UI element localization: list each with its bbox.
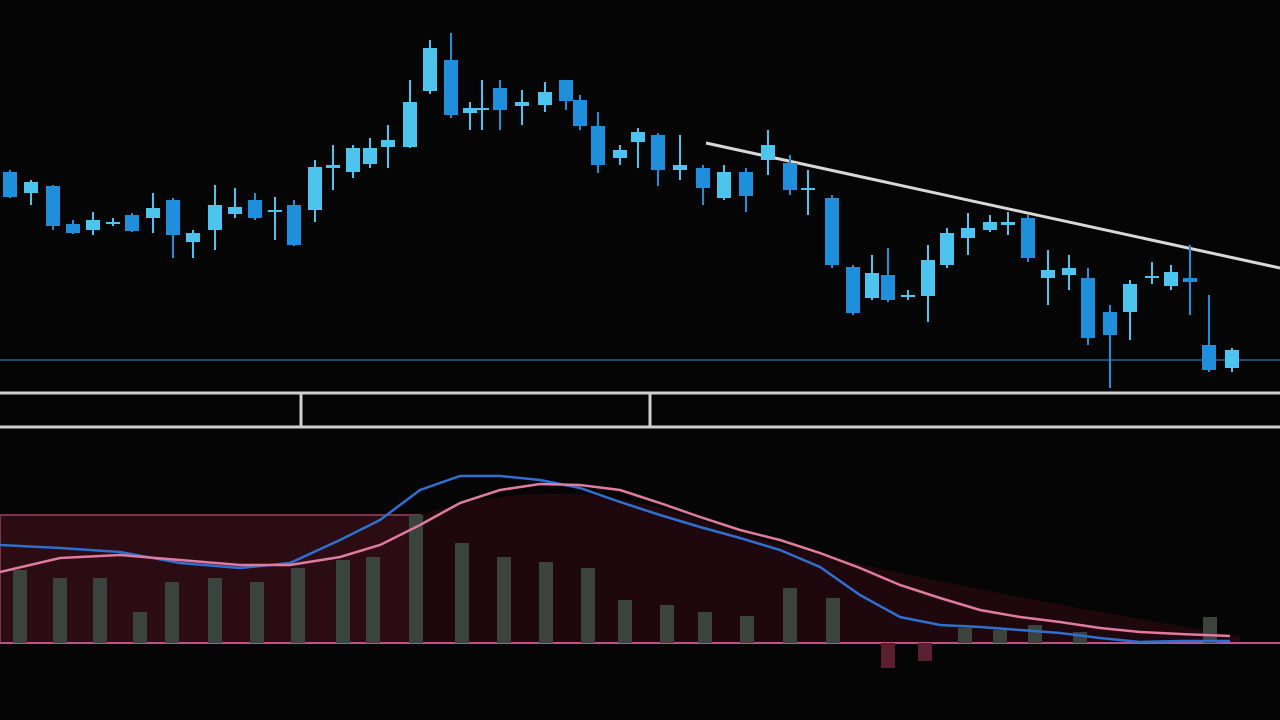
candle-body [186,233,200,242]
candle-body [538,92,552,105]
histogram-bar [93,578,107,643]
candle-body [1164,272,1178,286]
histogram-bar [698,612,712,643]
candle-body [1123,284,1137,312]
histogram-bar [539,562,553,643]
candle-body [783,163,797,190]
candle-body [46,186,60,226]
candle-body [86,220,100,230]
candle-body [287,205,301,245]
candle-body [961,228,975,238]
candle-body [475,108,489,110]
indicator-line [0,482,1231,638]
histogram-bar [409,515,423,643]
histogram-bar [1028,625,1042,643]
histogram-bar [958,628,972,643]
histogram-bar [455,543,469,643]
histogram-bar [826,598,840,643]
candle-body [24,182,38,193]
candle-body [463,108,477,113]
candle-body [515,102,529,106]
candle-body [308,167,322,210]
histogram-bar [993,630,1007,643]
histogram-bar [581,568,595,643]
candle-body [444,60,458,115]
histogram-bar [740,616,754,643]
candle-body [1001,222,1015,225]
candle-body [1225,350,1239,368]
histogram-bar [1073,632,1087,643]
histogram-bar [208,578,222,643]
candle-body [940,233,954,265]
histogram-bar [881,643,895,668]
candle-body [106,222,120,224]
histogram-bar [13,570,27,643]
candle-body [801,188,815,190]
candle-body [651,135,665,170]
candle-body [846,267,860,313]
candle-body [1041,270,1055,278]
histogram-bar [250,582,264,643]
histogram-bar [918,643,932,661]
candle-body [761,145,775,160]
candle-body [146,208,160,218]
candle-body [739,172,753,196]
candle-body [825,198,839,265]
histogram-bar [133,612,147,643]
candle-body [268,210,282,212]
candle-body [573,100,587,126]
candle-body [1021,218,1035,258]
candle-body [403,102,417,147]
candle-body [326,165,340,168]
candle-body [1081,278,1095,338]
candle-body [865,273,879,298]
histogram-bar [1203,617,1217,643]
candle-body [1103,312,1117,335]
candle-body [559,80,573,101]
histogram-bar [336,560,350,643]
histogram-bar [660,605,674,643]
candle-body [125,215,139,231]
histogram-bar [497,557,511,643]
candle-body [248,200,262,218]
candle-body [166,200,180,235]
candle-body [493,88,507,110]
candle-body [363,148,377,164]
candle-body [631,132,645,142]
candle-body [1183,278,1197,282]
candle-body [346,148,360,172]
candle-body [696,168,710,188]
candle-body [66,224,80,233]
candle-body [381,140,395,147]
candle-body [983,222,997,230]
candle-body [901,295,915,297]
histogram-bar [291,568,305,643]
candle-body [673,165,687,170]
candle-body [1062,268,1076,275]
candle-body [3,172,17,197]
candle-body [881,275,895,300]
histogram-bar [618,600,632,643]
candle-body [613,150,627,158]
candle-body [228,207,242,214]
trend-line [705,141,1280,270]
candle-body [208,205,222,230]
histogram-bar [783,588,797,643]
candle-body [1202,345,1216,370]
candle-body [423,48,437,91]
candle-body [1145,276,1159,278]
candle-body [591,126,605,165]
histogram-bar [366,557,380,643]
candle-body [921,260,935,296]
candle-body [717,172,731,198]
histogram-bar [53,578,67,643]
histogram-bar [165,582,179,643]
